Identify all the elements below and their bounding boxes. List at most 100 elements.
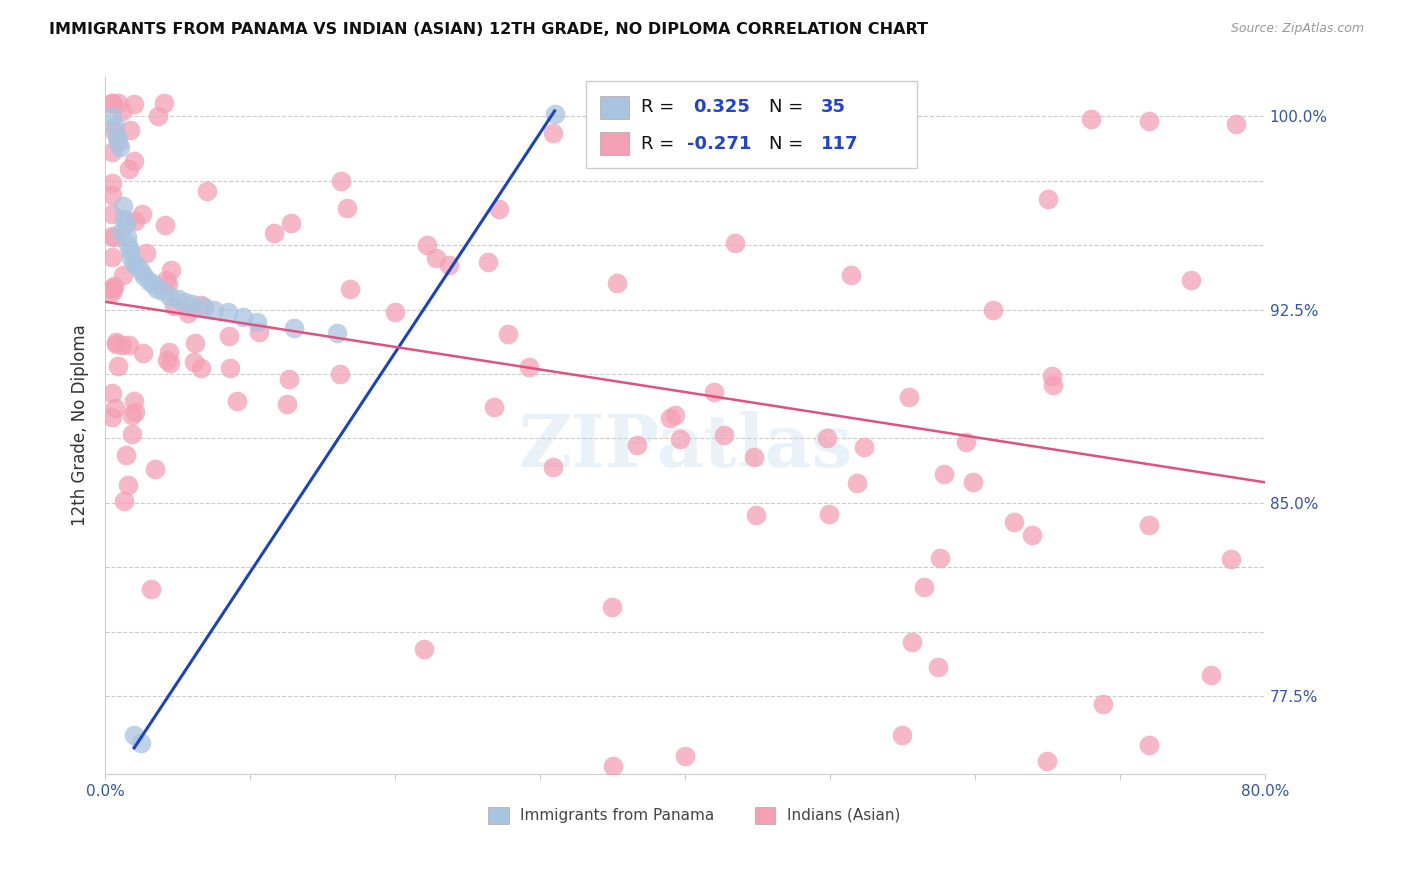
- Point: [111, 199, 134, 213]
- Point: [218, 328, 240, 343]
- Point: [134, 268, 156, 283]
- Point: [673, 748, 696, 763]
- Point: [101, 96, 124, 111]
- Point: [955, 434, 977, 449]
- Point: [148, 109, 170, 123]
- Point: [101, 145, 124, 159]
- FancyBboxPatch shape: [586, 81, 917, 168]
- Text: R =: R =: [641, 98, 681, 116]
- Point: [815, 431, 838, 445]
- Point: [101, 187, 124, 202]
- Point: [121, 408, 143, 422]
- Point: [101, 109, 124, 123]
- Point: [703, 385, 725, 400]
- Point: [103, 281, 125, 295]
- Point: [195, 185, 218, 199]
- Point: [232, 310, 254, 325]
- Text: Immigrants from Panama: Immigrants from Panama: [520, 808, 714, 823]
- Text: 117: 117: [821, 135, 858, 153]
- Point: [1036, 192, 1059, 206]
- Point: [177, 305, 200, 319]
- Point: [1225, 117, 1247, 131]
- Text: IMMIGRANTS FROM PANAMA VS INDIAN (ASIAN) 12TH GRADE, NO DIPLOMA CORRELATION CHAR: IMMIGRANTS FROM PANAMA VS INDIAN (ASIAN)…: [49, 22, 928, 37]
- Point: [981, 302, 1004, 317]
- Point: [932, 467, 955, 481]
- Point: [118, 338, 141, 352]
- Point: [124, 394, 146, 409]
- Point: [226, 394, 249, 409]
- Point: [602, 759, 624, 773]
- Point: [339, 282, 361, 296]
- Point: [101, 251, 124, 265]
- Point: [122, 728, 145, 742]
- Point: [384, 305, 406, 319]
- Point: [105, 337, 128, 351]
- Point: [543, 106, 565, 120]
- Text: N =: N =: [769, 135, 808, 153]
- Point: [190, 297, 212, 311]
- Point: [190, 360, 212, 375]
- Point: [101, 96, 124, 111]
- Point: [105, 129, 128, 144]
- Point: [122, 256, 145, 270]
- Point: [1180, 273, 1202, 287]
- Text: R =: R =: [641, 135, 681, 153]
- Point: [174, 294, 197, 309]
- Point: [659, 411, 682, 425]
- Point: [122, 154, 145, 169]
- Point: [131, 736, 153, 750]
- Point: [157, 345, 180, 359]
- Point: [283, 320, 305, 334]
- Point: [280, 216, 302, 230]
- Point: [103, 230, 125, 244]
- Point: [107, 135, 129, 149]
- Point: [157, 277, 180, 291]
- Point: [107, 359, 129, 373]
- Point: [247, 325, 270, 339]
- Point: [143, 462, 166, 476]
- Point: [152, 285, 174, 299]
- Point: [146, 282, 169, 296]
- Point: [929, 551, 952, 566]
- Point: [482, 401, 505, 415]
- Point: [1137, 739, 1160, 753]
- Bar: [755, 806, 776, 824]
- Point: [845, 475, 868, 490]
- Point: [138, 274, 160, 288]
- Point: [142, 277, 165, 291]
- Point: [1220, 552, 1243, 566]
- Point: [425, 251, 447, 265]
- Point: [108, 140, 131, 154]
- Point: [1002, 515, 1025, 529]
- Point: [104, 335, 127, 350]
- Point: [217, 305, 239, 319]
- Point: [101, 207, 124, 221]
- Point: [745, 508, 768, 523]
- Point: [159, 357, 181, 371]
- Point: [724, 235, 747, 250]
- Point: [891, 728, 914, 742]
- Point: [329, 367, 352, 381]
- Point: [1139, 518, 1161, 533]
- Point: [166, 292, 188, 306]
- Point: [122, 97, 145, 112]
- Point: [897, 390, 920, 404]
- Point: [118, 244, 141, 258]
- Point: [114, 218, 136, 232]
- Text: 0.325: 0.325: [693, 98, 749, 116]
- Point: [326, 326, 349, 340]
- Point: [742, 450, 765, 465]
- Point: [101, 386, 124, 401]
- Point: [183, 355, 205, 369]
- Point: [155, 353, 177, 368]
- Point: [517, 360, 540, 375]
- Point: [112, 268, 135, 282]
- Point: [111, 104, 134, 119]
- Point: [541, 460, 564, 475]
- Point: [415, 238, 437, 252]
- Point: [107, 96, 129, 111]
- Point: [437, 258, 460, 272]
- Point: [101, 410, 124, 425]
- Point: [117, 238, 139, 252]
- Point: [1021, 528, 1043, 542]
